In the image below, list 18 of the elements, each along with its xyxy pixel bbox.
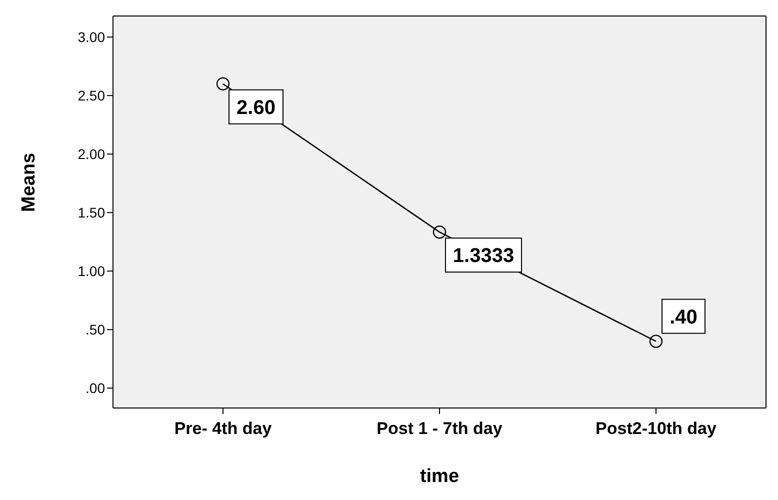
point (432, 225, 446, 239)
x-axis-title: time (420, 466, 460, 487)
y-tick-label: 1.50 (78, 204, 106, 221)
x-tick-label: Post2-10th day (596, 419, 717, 438)
y-axis-title: Means (18, 152, 40, 212)
y-tick-label: 3.00 (78, 29, 106, 46)
y-tick-label: .00 (86, 380, 106, 396)
point (649, 334, 663, 348)
data-label: .40 (670, 306, 698, 328)
x-tick-label: Post 1 - 7th day (376, 419, 503, 438)
y-tick-label: 1.00 (78, 263, 106, 280)
data-label: 1.3333 (452, 245, 514, 268)
y-tick-label: 2.50 (78, 88, 106, 104)
y-tick-label: 2.00 (78, 146, 106, 162)
x-tick-label: Pre- 4th day (174, 419, 272, 438)
y-tick-label: .50 (86, 322, 106, 338)
point (216, 77, 230, 90)
data-label: 2.60 (236, 96, 276, 119)
